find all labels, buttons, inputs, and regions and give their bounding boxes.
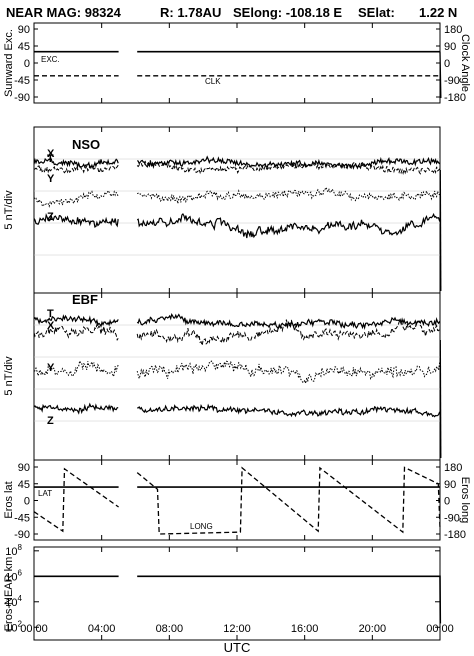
y-tick-label: 90: [18, 462, 30, 474]
nso-title: NSO: [72, 137, 100, 152]
header-distance: R: 1.78AU: [160, 5, 221, 20]
y-tick-label: 108: [5, 543, 22, 558]
y-tick-label: 0: [24, 496, 30, 508]
field-trace: [136, 160, 441, 175]
field-trace: [136, 155, 441, 170]
ebf-z-label: Z: [47, 415, 54, 427]
y-tick-label: -45: [14, 512, 30, 524]
y-tick-label: 106: [5, 568, 22, 583]
exc-annotation: EXC.: [41, 55, 60, 64]
panel-eros-frame: [33, 459, 441, 541]
x-tick-label: 16:00: [291, 623, 319, 635]
y-tick-label: 45: [18, 479, 30, 491]
field-trace: [136, 360, 441, 384]
y-tick-label: -45: [14, 75, 30, 87]
field-trace: [136, 212, 441, 239]
x-tick-label: 08:00: [156, 623, 184, 635]
y-tick-label-right: 90: [444, 479, 456, 491]
long-annotation: LONG: [190, 522, 213, 531]
field-trace: [137, 403, 441, 418]
y-tick-label-right: -180: [444, 92, 466, 104]
y-tick-label: 45: [18, 41, 30, 53]
nso-grid: [34, 158, 440, 256]
x-axis-label: UTC: [224, 640, 251, 655]
y-tick-label-right: -90: [444, 75, 460, 87]
sunward-series: [34, 50, 442, 99]
y-tick-label: 104: [5, 594, 22, 609]
distance-ticks: 108 106 104 102: [5, 543, 440, 634]
clock-angle-ylabel: Clock Angle: [459, 34, 471, 92]
field-trace: [136, 319, 441, 346]
ebf-x-label: X: [47, 320, 55, 332]
y-tick-label-right: 0: [444, 496, 450, 508]
series-line-long: [136, 466, 441, 535]
y-tick-label: -90: [14, 529, 30, 541]
ebf-title: EBF: [72, 292, 98, 307]
panel-sunward-frame: [33, 22, 441, 104]
sunward-ylabel: Sunward Exc.: [3, 29, 15, 97]
nso-t-label: T: [47, 153, 54, 165]
clk-annotation: CLK: [205, 77, 221, 86]
y-tick-label-right: 180: [444, 462, 462, 474]
header-mission: NEAR MAG: 98324: [6, 5, 122, 20]
y-tick-label-right: -180: [444, 529, 466, 541]
exc-end-drop: [439, 51, 442, 99]
nso-y-label: Y: [47, 173, 55, 185]
ebf-t-label: T: [47, 308, 54, 320]
x-tick-label: 12:00: [223, 623, 251, 635]
field-trace: [33, 322, 119, 342]
y-tick-label: -90: [14, 92, 30, 104]
header-selong: SElong: -108.18 E: [233, 5, 342, 20]
eros-long-ylabel: Eros long: [459, 477, 471, 523]
x-tick-label: 00:00: [20, 623, 48, 635]
header-selat-label: SElat:: [358, 5, 395, 20]
y-tick-label-right: -90: [444, 512, 460, 524]
x-axis-ticks: 00:00 04:00 08:00 12:00 16:00 20:00 00:00: [20, 23, 454, 640]
field-trace: [33, 189, 119, 208]
y-tick-label: 102: [5, 619, 22, 634]
ebf-ylabel: 5 nT/div: [3, 356, 15, 396]
distance-ylabel: Eros-NEAR km: [3, 557, 15, 632]
y-tick-label-right: 0: [444, 58, 450, 70]
field-trace: [33, 359, 119, 378]
x-tick-label: 00:00: [426, 623, 454, 635]
header-selat-value: 1.22 N: [419, 5, 457, 20]
nso-x-label: X: [47, 148, 55, 160]
ebf-series: [33, 312, 442, 459]
nso-series: [33, 155, 442, 292]
y-tick-label-right: 90: [444, 41, 456, 53]
ebf-grid: [34, 324, 440, 422]
ebf-end-drop: [439, 339, 442, 459]
distance-series: [34, 575, 442, 624]
sunward-ticks: 90 180 45 90 0 0 -45 -90 -90 -180: [14, 24, 466, 104]
ebf-y-label: Y: [47, 362, 55, 374]
nso-ylabel: 5 nT/div: [3, 190, 15, 230]
field-trace: [33, 213, 119, 228]
y-tick-label: 90: [18, 24, 30, 36]
y-tick-label-right: 180: [444, 24, 462, 36]
eros-series: [33, 466, 441, 535]
eros-lat-ylabel: Eros lat: [3, 481, 15, 518]
x-tick-label: 20:00: [359, 623, 387, 635]
field-trace: [33, 402, 119, 415]
series-line-long: [33, 467, 119, 533]
field-trace: [33, 157, 119, 170]
eros-ticks: 90 180 45 90 0 0 -45 -90 -90 -180: [14, 462, 466, 541]
nso-end-drop: [439, 169, 442, 292]
x-tick-label: 04:00: [88, 623, 116, 635]
field-trace: [136, 186, 440, 204]
field-trace: [33, 314, 119, 328]
y-tick-label: 0: [24, 58, 30, 70]
field-trace: [33, 164, 119, 175]
series-line-distance: [137, 575, 442, 624]
panel-ebf-frame: [33, 292, 441, 461]
lat-annotation: LAT: [38, 489, 52, 498]
